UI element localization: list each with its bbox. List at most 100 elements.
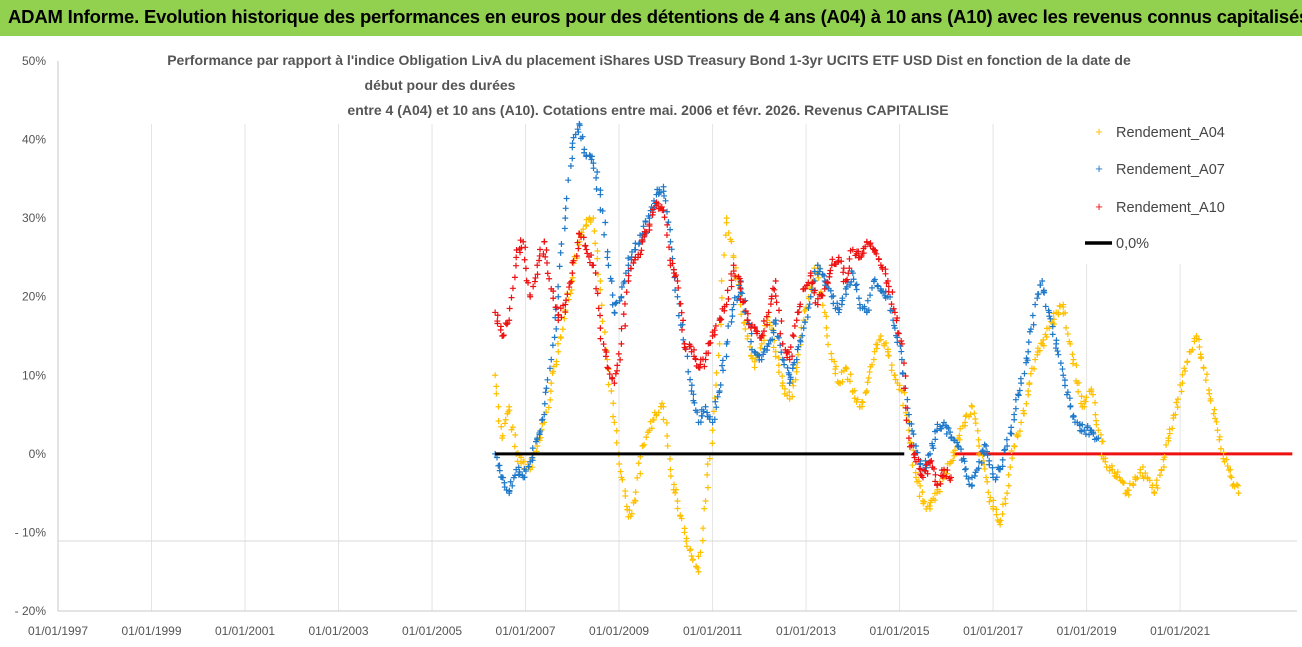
data-point-fill <box>740 298 747 305</box>
data-point-fill <box>724 287 731 294</box>
data-point-fill <box>819 302 826 309</box>
data-point-fill <box>574 239 581 246</box>
data-point-fill <box>650 209 657 216</box>
data-point-fill <box>772 320 779 327</box>
data-point-fill <box>558 240 565 247</box>
x-tick-label: 01/01/2015 <box>870 624 930 638</box>
data-point-fill <box>712 322 719 329</box>
data-point-fill <box>655 409 662 416</box>
data-point-fill <box>1203 371 1210 378</box>
data-point-fill <box>1106 467 1113 474</box>
data-point <box>758 340 765 347</box>
data-point-fill <box>790 382 797 389</box>
x-tick-label: 01/01/2009 <box>589 624 649 638</box>
data-point-fill <box>1040 336 1047 343</box>
data-point-fill <box>1011 416 1018 423</box>
data-point <box>730 301 737 308</box>
data-point-fill <box>646 221 653 228</box>
data-point-fill <box>1007 464 1014 471</box>
data-point-fill <box>797 338 804 345</box>
data-point-fill <box>770 344 777 351</box>
data-point-fill <box>1082 398 1089 405</box>
data-point-fill <box>496 467 503 474</box>
data-point-fill <box>888 362 895 369</box>
data-point <box>1004 490 1011 497</box>
data-point-fill <box>742 326 749 333</box>
data-point <box>814 301 821 308</box>
data-point-fill <box>569 140 576 147</box>
data-point-fill <box>576 122 583 129</box>
title-background <box>140 46 1160 124</box>
data-point-fill <box>1015 391 1022 398</box>
data-point-fill <box>945 425 952 432</box>
data-point <box>660 207 667 214</box>
data-point-fill <box>672 489 679 496</box>
data-point-fill <box>522 244 529 251</box>
series-layer <box>492 120 1293 575</box>
data-point-fill <box>1034 351 1041 358</box>
data-point-fill <box>620 311 627 318</box>
data-point-fill <box>1092 411 1099 418</box>
data-point-fill <box>832 363 839 370</box>
data-point-fill <box>695 553 702 560</box>
data-point-fill <box>804 314 811 321</box>
data-point-fill <box>711 327 718 334</box>
data-point-fill <box>536 431 543 438</box>
data-point-fill <box>495 403 502 410</box>
data-point-fill <box>1036 347 1043 354</box>
data-point <box>758 356 765 363</box>
data-point-fill <box>656 186 663 193</box>
data-point-fill <box>542 253 549 260</box>
data-point-fill <box>696 364 703 371</box>
data-point-fill <box>664 432 671 439</box>
data-point-fill <box>1173 399 1180 406</box>
data-point-fill <box>1024 357 1031 364</box>
x-tick-labels: 01/01/1997 01/01/1999 01/01/2001 01/01/2003… <box>28 624 1210 638</box>
data-point-fill <box>597 286 604 293</box>
data-point-fill <box>721 307 728 314</box>
data-point-fill <box>737 278 744 285</box>
data-point-fill <box>521 256 528 263</box>
data-point-fill <box>677 322 684 329</box>
data-point <box>898 340 905 347</box>
data-point-fill <box>550 295 557 302</box>
data-point-fill <box>851 387 858 394</box>
data-point-fill <box>1079 421 1086 428</box>
data-point-fill <box>727 236 734 243</box>
data-point-fill <box>634 474 641 481</box>
data-point-fill <box>928 457 935 464</box>
data-point <box>765 309 772 316</box>
data-point-fill <box>1005 471 1012 478</box>
data-point-fill <box>932 497 939 504</box>
data-point-fill <box>840 265 847 272</box>
data-point-fill <box>613 299 620 306</box>
data-point-fill <box>983 448 990 455</box>
data-point-fill <box>989 464 996 471</box>
data-point-fill <box>565 177 572 184</box>
data-point-fill <box>1153 477 1160 484</box>
data-point <box>520 238 527 245</box>
data-point-fill <box>975 436 982 443</box>
data-point-fill <box>675 312 682 319</box>
data-point-fill <box>1202 377 1209 384</box>
data-point-fill <box>1063 391 1070 398</box>
data-point-fill <box>704 471 711 478</box>
x-tick-label: 01/01/2001 <box>215 624 275 638</box>
data-point-fill <box>1069 351 1076 358</box>
data-point-fill <box>1023 400 1030 407</box>
data-point-fill <box>850 276 857 283</box>
data-point-fill <box>706 455 713 462</box>
data-point-fill <box>699 412 706 419</box>
data-point-fill <box>951 452 958 459</box>
data-point-fill <box>1139 463 1146 470</box>
data-point <box>709 419 716 426</box>
data-point-fill <box>777 330 784 337</box>
data-point <box>611 419 618 426</box>
data-point-fill <box>512 432 519 439</box>
data-point-fill <box>932 436 939 443</box>
data-point-fill <box>843 365 850 372</box>
data-point-fill <box>1189 346 1196 353</box>
data-point-fill <box>529 454 536 461</box>
data-point <box>695 568 702 575</box>
data-point <box>660 403 667 410</box>
